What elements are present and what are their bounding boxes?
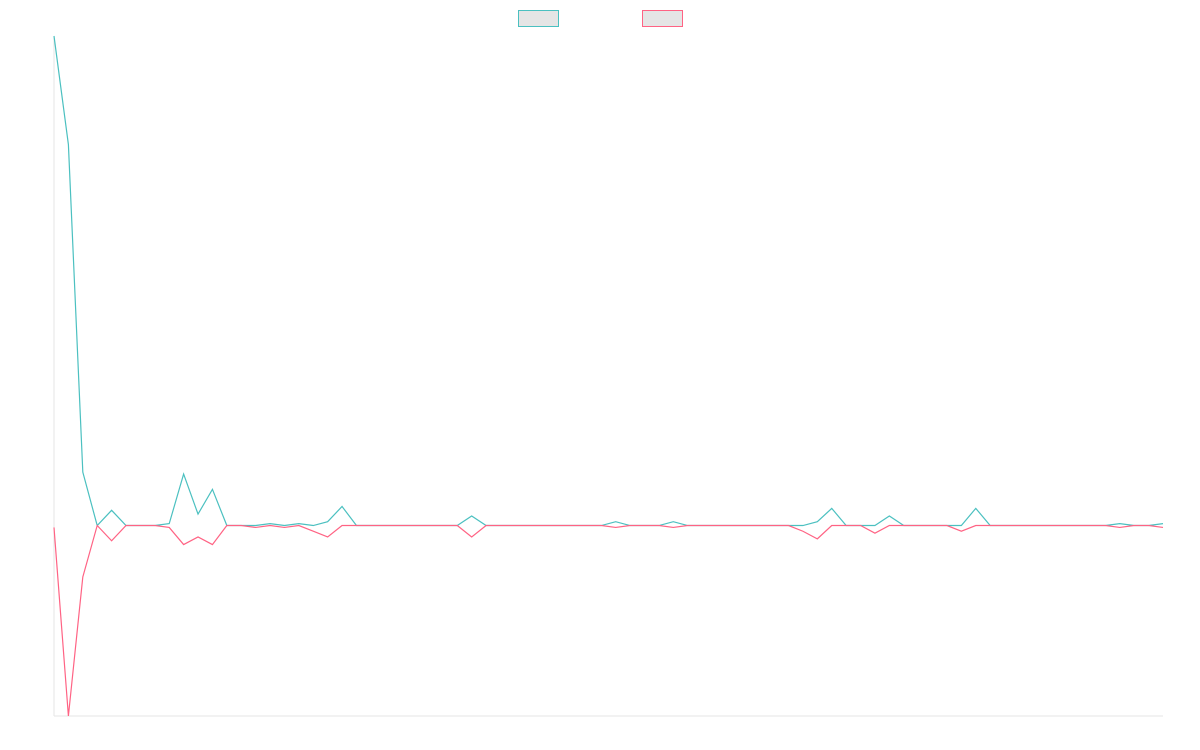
series-line-1 (53, 35, 1164, 527)
chart-legend[interactable] (518, 10, 683, 27)
chart-series-lines (53, 35, 1164, 717)
series-line-2 (53, 524, 1164, 717)
legend-swatch-2[interactable] (642, 10, 683, 27)
chart-axes (53, 36, 1163, 717)
legend-swatch-1[interactable] (518, 10, 559, 27)
